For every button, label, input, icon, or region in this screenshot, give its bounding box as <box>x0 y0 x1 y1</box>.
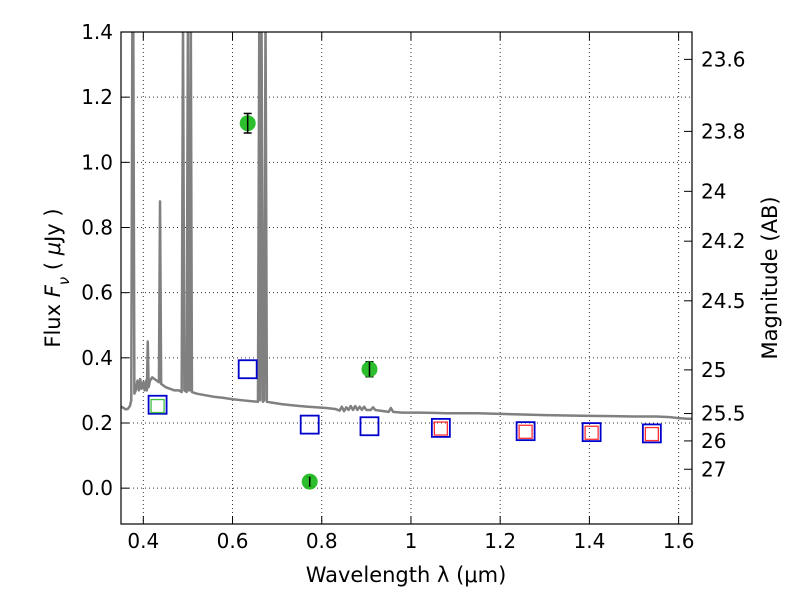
y-tick-label: 1.4 <box>81 20 113 44</box>
spectrum-line <box>121 32 692 421</box>
photometry-square-marker <box>518 424 533 439</box>
photometry-square-marker <box>147 394 168 415</box>
photometry-square-marker <box>584 425 599 440</box>
photometry-square-marker <box>515 421 536 442</box>
right-tick-label: 24 <box>701 179 726 203</box>
x-tick-label: 0.4 <box>127 529 159 553</box>
y-tick-label: 0.4 <box>81 346 113 370</box>
photometry-square-marker <box>641 423 662 444</box>
x-tick-label: 0.8 <box>306 529 338 553</box>
right-tick-label: 23.6 <box>701 47 746 71</box>
photometry-square-marker <box>644 426 660 442</box>
photometry-square-marker <box>430 417 451 438</box>
plot-frame <box>120 31 693 525</box>
x-tick-label: 0.6 <box>217 529 249 553</box>
right-tick-label: 27 <box>701 457 726 481</box>
y-tick-label: 0.2 <box>81 411 113 435</box>
photometry-square-marker <box>299 414 320 435</box>
photometry-square-marker <box>237 359 258 380</box>
right-tick-label: 24.2 <box>701 229 746 253</box>
y-axis-label-part: F <box>41 284 65 297</box>
right-axis-label: Magnitude (AB) <box>758 196 782 359</box>
y-axis-label-part: ( <box>41 255 65 277</box>
x-tick-label: 1.4 <box>573 529 605 553</box>
x-tick-label: 1 <box>405 529 418 553</box>
y-axis-label: Flux Fν ( μJy ) <box>41 208 73 347</box>
y-tick-label: 0.8 <box>81 215 113 239</box>
x-tick-label: 1.2 <box>484 529 516 553</box>
right-tick-label: 24.5 <box>701 289 746 313</box>
axes: 0.4 0.6 0.8 1 1.2 1.4 1.6 0.0 0.2 0.4 0.6 0.8 1.0 1.2… <box>81 20 745 553</box>
photometry-square-marker <box>581 422 602 443</box>
y-axis-label-part: Jy ) <box>41 208 65 244</box>
right-tick-label: 25 <box>701 358 726 382</box>
y-axis-label-part: μ <box>41 242 65 256</box>
x-axis-label: Wavelength λ (μm) <box>306 563 507 587</box>
right-tick-label: 26 <box>701 429 726 453</box>
y-tick-label: 0.6 <box>81 281 113 305</box>
right-tick-label: 25.5 <box>701 402 746 426</box>
y-tick-label: 1.0 <box>81 150 113 174</box>
photometry-square-marker <box>359 416 380 437</box>
y-axis-label-part: ν <box>55 277 73 285</box>
y-axis-label-part: Flux <box>41 297 65 347</box>
photometry-square-marker <box>433 421 448 436</box>
y-tick-label: 0.0 <box>81 476 113 500</box>
plot-area <box>121 32 692 524</box>
right-tick-label: 23.8 <box>701 119 746 143</box>
y-tick-label: 1.2 <box>81 85 113 109</box>
photometry-square-marker <box>150 398 165 414</box>
x-tick-label: 1.6 <box>663 529 695 553</box>
